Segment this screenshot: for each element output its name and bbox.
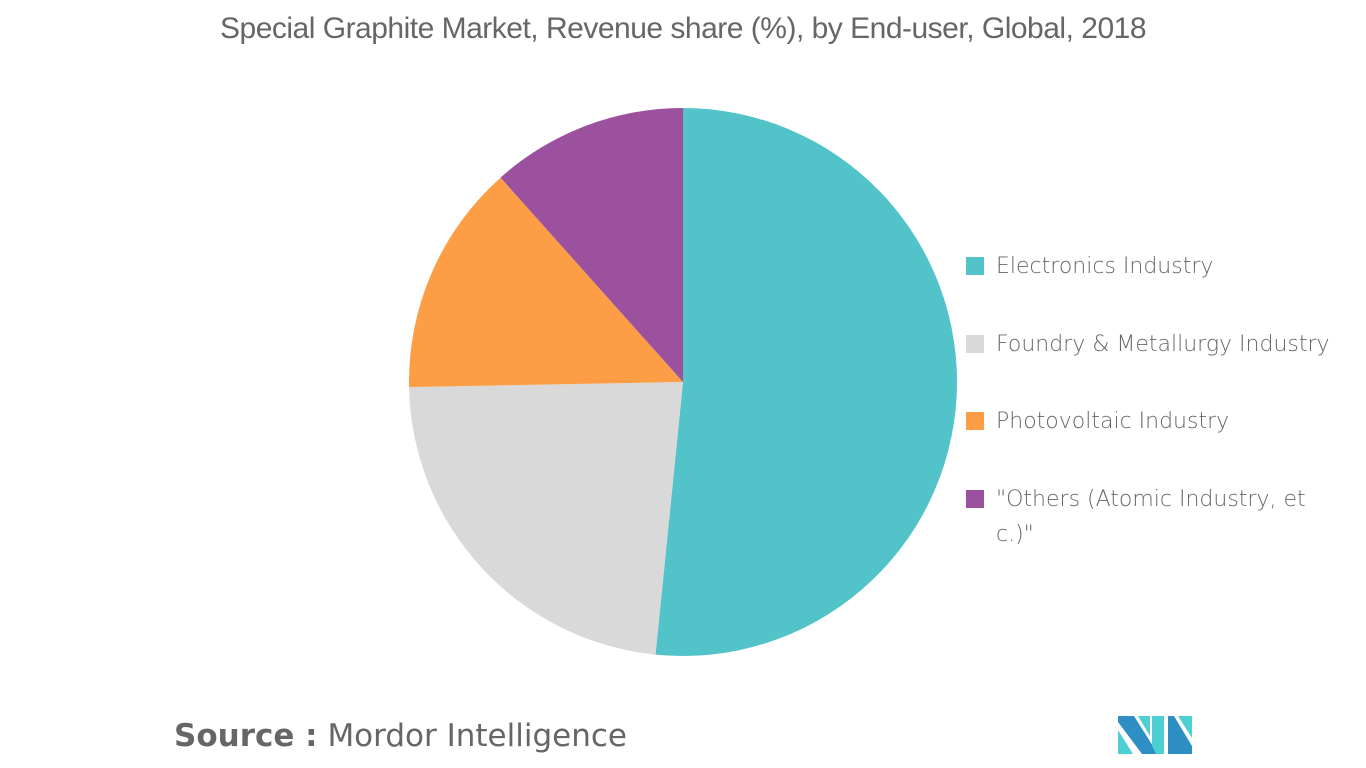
- pie-slice-others: [500, 107, 683, 382]
- chart-title: Special Graphite Market, Revenue share (…: [220, 12, 1147, 45]
- legend-label: "Others (Atomic Industry, etc.)": [996, 487, 1306, 547]
- pie-svg: [409, 107, 958, 657]
- pie-slice-foundry: [409, 382, 683, 655]
- pie-chart: [400, 100, 966, 666]
- source-value: Mordor Intelligence: [327, 718, 627, 754]
- legend-label: Foundry & Metallurgy Industry: [996, 332, 1330, 357]
- legend-swatch-foundry: [966, 335, 984, 353]
- pie-slice-photovoltaic: [409, 177, 683, 388]
- legend-label: Photovoltaic Industry: [996, 409, 1230, 434]
- source-label: Source :: [174, 718, 318, 754]
- legend-swatch-photovoltaic: [966, 412, 984, 430]
- legend-item-electronics: Electronics Industry: [966, 249, 1341, 284]
- legend-label: Electronics Industry: [996, 254, 1214, 279]
- legend-item-foundry: Foundry & Metallurgy Industry: [966, 327, 1341, 362]
- mordor-intelligence-logo-icon: [1118, 716, 1192, 754]
- pie-slice-electronics: [655, 108, 958, 657]
- legend-swatch-electronics: [966, 257, 984, 275]
- legend-item-others: "Others (Atomic Industry, etc.)": [966, 482, 1341, 552]
- legend-item-photovoltaic: Photovoltaic Industry: [966, 404, 1341, 439]
- source-caption: Source : Mordor Intelligence: [174, 718, 627, 754]
- legend-swatch-others: [966, 490, 984, 508]
